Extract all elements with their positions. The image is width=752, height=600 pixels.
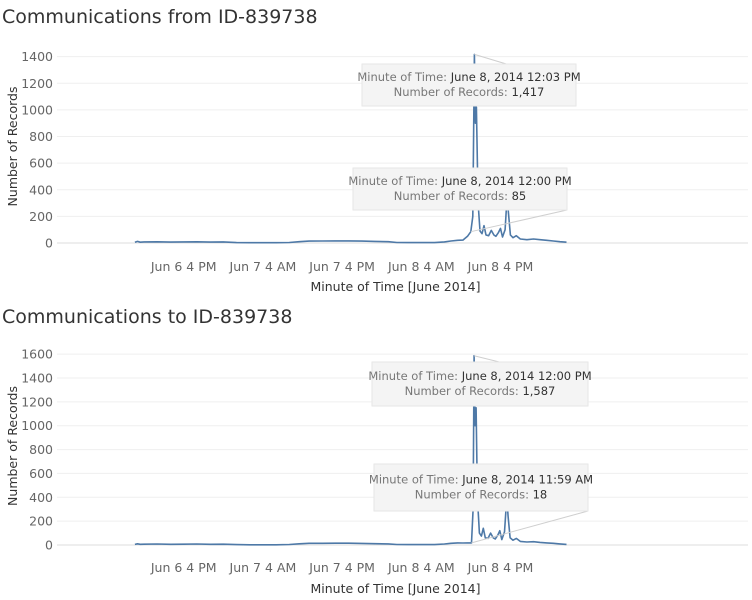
annotation-label: Minute of Time: bbox=[357, 70, 450, 84]
y-tick-label: 400 bbox=[29, 490, 53, 505]
annotation-tooltip: Minute of Time: June 8, 2014 11:59 AMNum… bbox=[369, 463, 593, 512]
annotation-line-1: Minute of Time: June 8, 2014 12:03 PM bbox=[357, 70, 580, 84]
annotation-value: June 8, 2014 11:59 AM bbox=[461, 473, 593, 487]
x-axis-title: Minute of Time [June 2014] bbox=[310, 581, 480, 596]
y-tick-label: 200 bbox=[29, 209, 53, 224]
y-tick-label: 800 bbox=[29, 129, 53, 144]
annotation-leader bbox=[470, 209, 568, 233]
annotation-value: June 8, 2014 12:00 PM bbox=[461, 369, 592, 383]
annotation-label: Minute of Time: bbox=[348, 174, 441, 188]
chart-svg: 0 200 400 600 800 1000 1200 1400 Jun 6 4 PM Jun 7… bbox=[5, 49, 748, 294]
y-tick-label: 1200 bbox=[21, 76, 53, 91]
x-tick-label: Jun 6 4 PM bbox=[150, 259, 217, 274]
chart-communications-from: Communications from ID-839738 0 200 400 600… bbox=[0, 6, 752, 300]
annotation-label: Number of Records: bbox=[415, 488, 533, 502]
x-tick-label: Jun 6 4 PM bbox=[150, 560, 217, 575]
x-tick-label: Jun 8 4 AM bbox=[387, 560, 455, 575]
annotation-label: Minute of Time: bbox=[369, 473, 462, 487]
x-axis-title: Minute of Time [June 2014] bbox=[310, 279, 480, 294]
y-tick-label: 800 bbox=[29, 442, 53, 457]
y-tick-label: 1200 bbox=[21, 394, 53, 409]
x-tick-label: Jun 8 4 PM bbox=[467, 560, 534, 575]
x-tick-label: Jun 8 4 AM bbox=[387, 259, 455, 274]
y-tick-label: 0 bbox=[45, 236, 53, 251]
annotation-value: June 8, 2014 12:03 PM bbox=[450, 70, 581, 84]
x-tick-label: Jun 7 4 PM bbox=[308, 259, 375, 274]
x-tick-label: Jun 7 4 AM bbox=[229, 560, 297, 575]
y-tick-label: 1400 bbox=[21, 49, 53, 64]
y-tick-label: 1600 bbox=[21, 347, 53, 362]
annotation-value: 1,587 bbox=[522, 384, 555, 398]
x-tick-label: Jun 7 4 AM bbox=[229, 259, 297, 274]
annotation-value: 1,417 bbox=[511, 85, 544, 99]
annotation-box bbox=[352, 167, 568, 211]
annotation-value: June 8, 2014 12:00 PM bbox=[441, 174, 572, 188]
y-tick-label: 600 bbox=[29, 156, 53, 171]
annotation-line-1: Minute of Time: June 8, 2014 12:00 PM bbox=[348, 174, 571, 188]
annotation-label: Minute of Time: bbox=[368, 369, 461, 383]
annotation-leader bbox=[471, 510, 589, 544]
annotation-value: 85 bbox=[512, 189, 527, 203]
series-line bbox=[134, 53, 567, 244]
annotation-tooltip: Minute of Time: June 8, 2014 12:00 PMNum… bbox=[348, 167, 572, 211]
y-axis-title: Number of Records bbox=[5, 87, 20, 207]
series-line bbox=[134, 354, 567, 546]
chart-svg: 0 200 400 600 800 1000 1200 1400 1600 Jun 6 4 PM J… bbox=[5, 347, 748, 596]
annotation-tooltip: Minute of Time: June 8, 2014 12:00 PMNum… bbox=[368, 361, 592, 407]
y-tick-label: 1000 bbox=[21, 102, 53, 117]
x-tick-label: Jun 8 4 PM bbox=[467, 259, 534, 274]
chart-title: Communications to ID-839738 bbox=[2, 306, 293, 328]
chart-title: Communications from ID-839738 bbox=[2, 6, 318, 28]
annotation-line-2: Number of Records: 18 bbox=[415, 488, 548, 502]
y-tick-label: 1400 bbox=[21, 371, 53, 386]
y-tick-label: 600 bbox=[29, 466, 53, 481]
chart-communications-to: Communications to ID-839738 0 200 400 600 80… bbox=[0, 306, 752, 600]
annotation-line-2: Number of Records: 85 bbox=[394, 189, 527, 203]
y-tick-label: 1000 bbox=[21, 418, 53, 433]
annotation-box bbox=[371, 361, 589, 407]
annotation-tooltip: Minute of Time: June 8, 2014 12:03 PMNum… bbox=[357, 63, 581, 107]
annotation-label: Number of Records: bbox=[394, 85, 512, 99]
annotation-line-2: Number of Records: 1,417 bbox=[394, 85, 545, 99]
annotation-line-1: Minute of Time: June 8, 2014 12:00 PM bbox=[368, 369, 591, 383]
annotation-box bbox=[361, 63, 577, 107]
annotation-line-1: Minute of Time: June 8, 2014 11:59 AM bbox=[369, 473, 593, 487]
y-tick-label: 400 bbox=[29, 182, 53, 197]
y-axis-title: Number of Records bbox=[5, 386, 20, 506]
annotation-label: Number of Records: bbox=[405, 384, 523, 398]
x-tick-label: Jun 7 4 PM bbox=[308, 560, 375, 575]
y-tick-label: 0 bbox=[45, 538, 53, 553]
annotation-box bbox=[373, 463, 589, 512]
annotation-line-2: Number of Records: 1,587 bbox=[405, 384, 556, 398]
annotation-value: 18 bbox=[533, 488, 548, 502]
annotation-label: Number of Records: bbox=[394, 189, 512, 203]
y-tick-label: 200 bbox=[29, 514, 53, 529]
